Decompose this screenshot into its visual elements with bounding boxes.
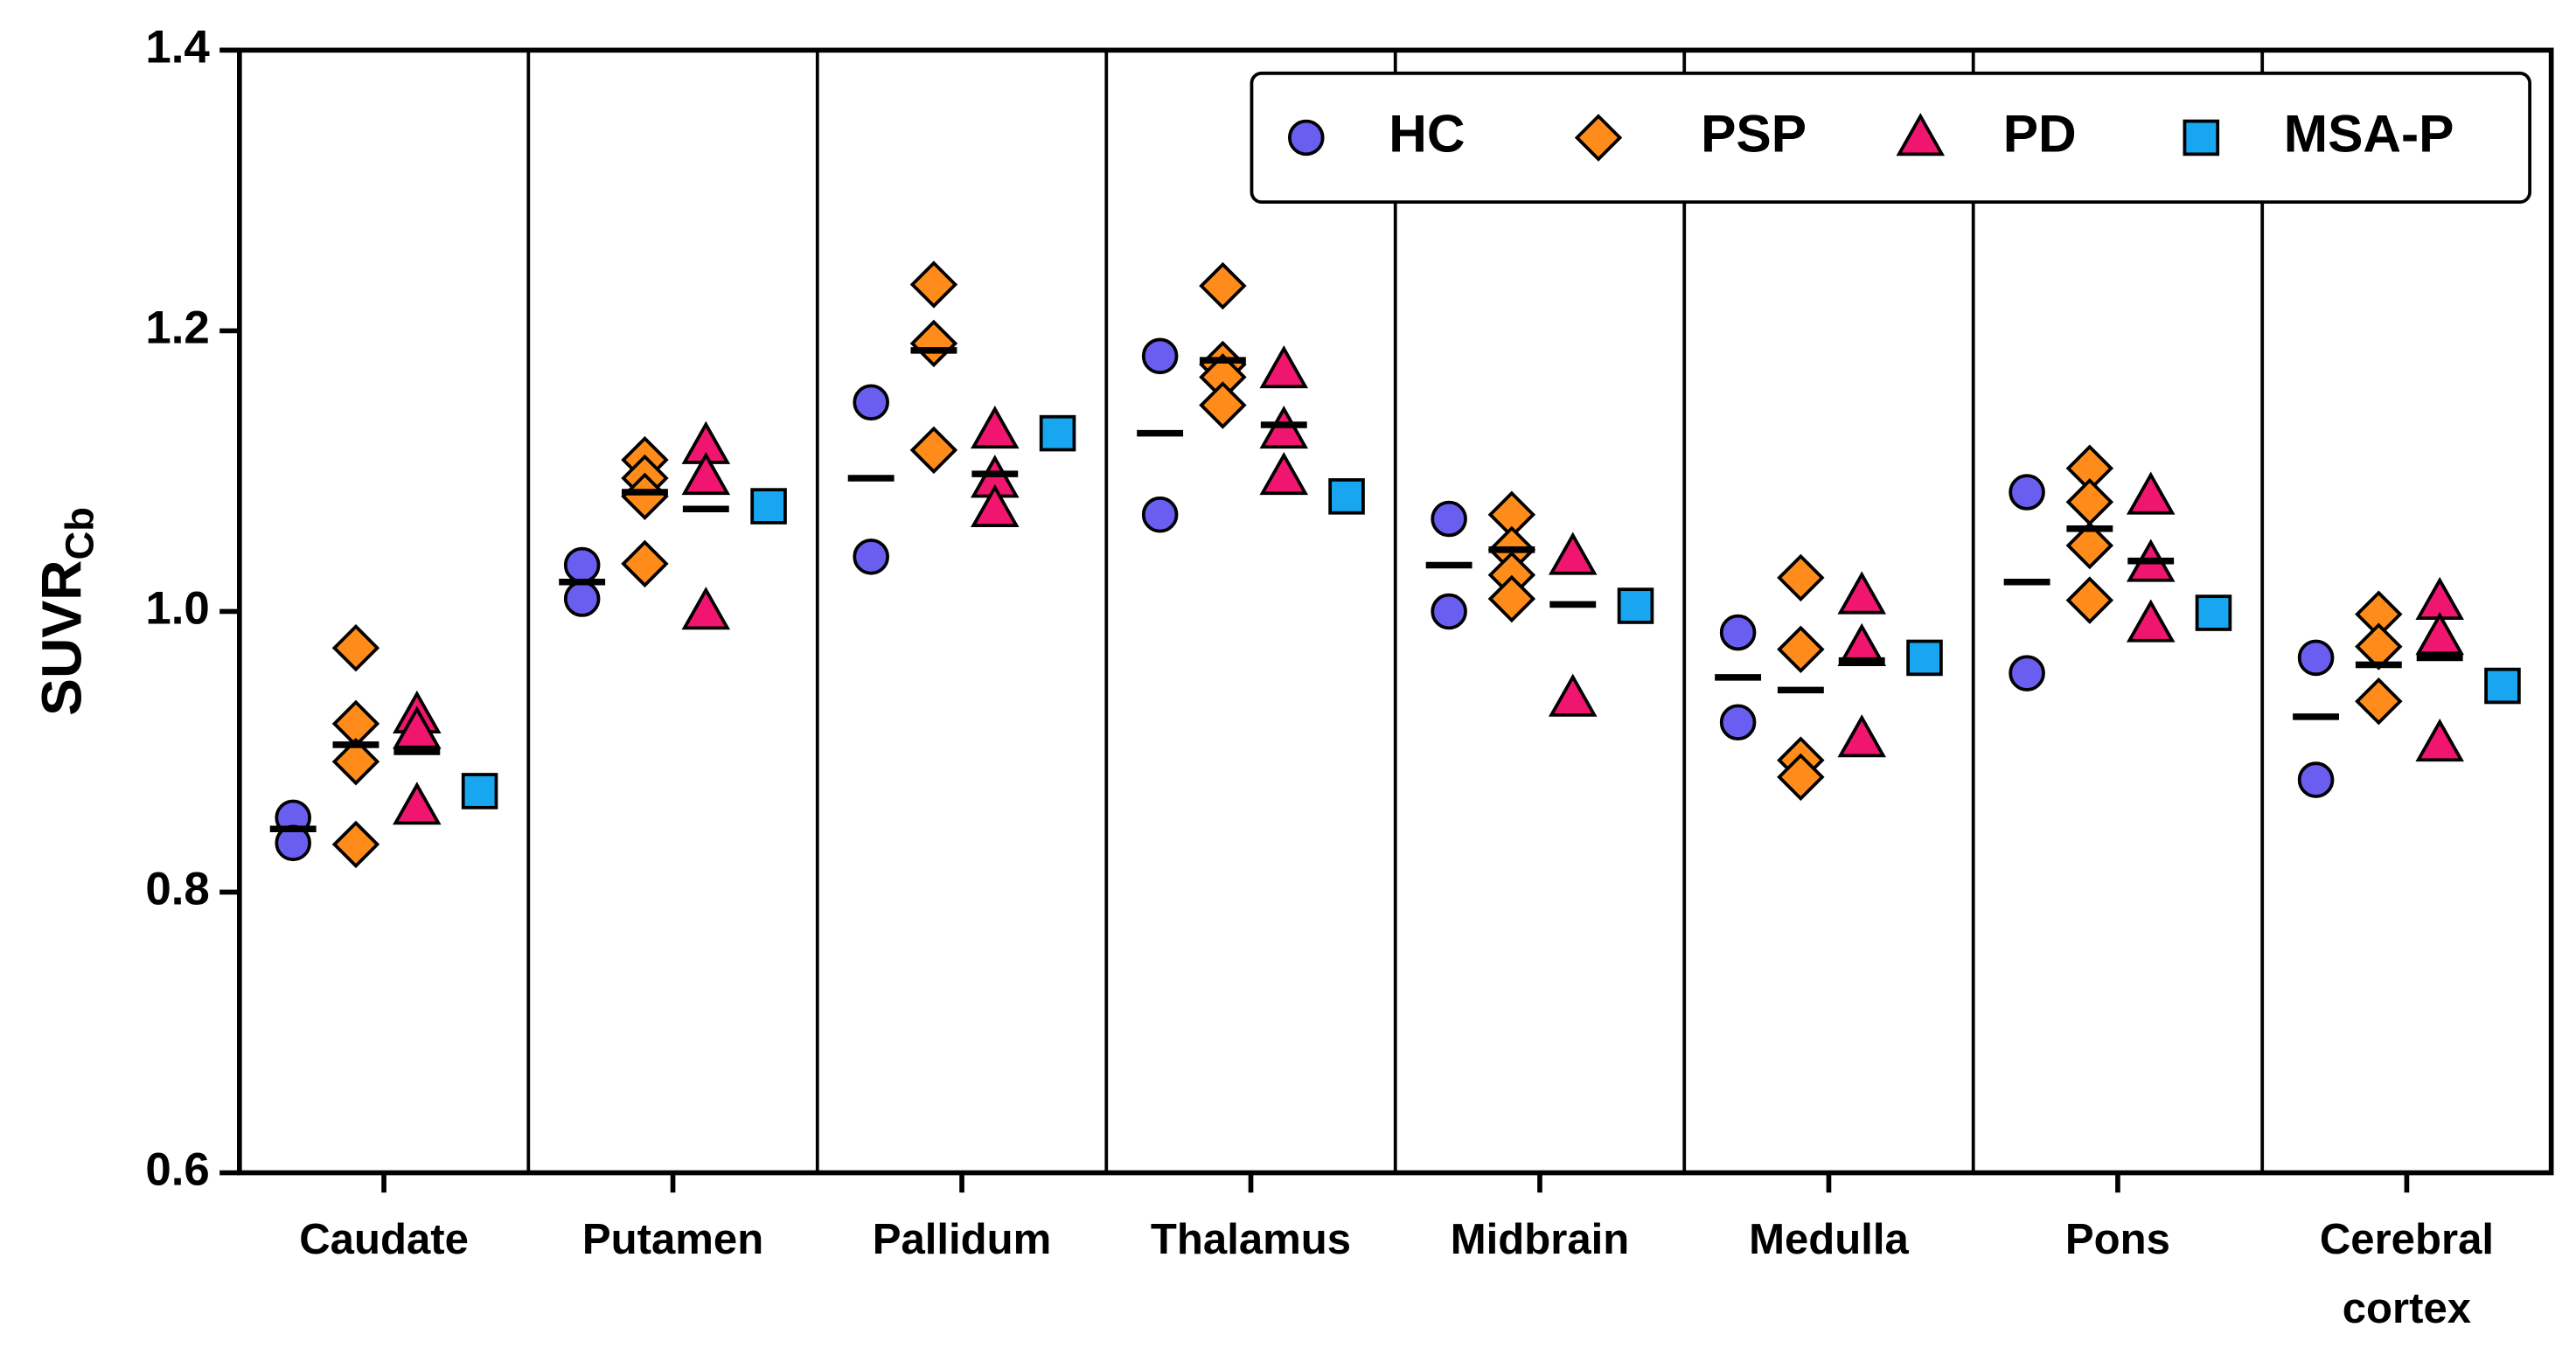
data-point [2355, 677, 2403, 726]
data-point [2126, 471, 2176, 515]
legend-label: HC [1389, 103, 1465, 163]
data-point [853, 384, 889, 421]
y-label-main: SUVR [30, 559, 93, 715]
data-point [2297, 639, 2335, 677]
data-point [1906, 639, 1943, 677]
legend-label: PSP [1701, 103, 1807, 163]
legend-marker [1574, 114, 1623, 162]
legend-marker [1288, 119, 1325, 156]
data-point [2297, 761, 2335, 798]
legend-marker [2183, 119, 2220, 156]
data-point [1617, 587, 1654, 624]
data-point [681, 587, 731, 630]
data-point [621, 539, 669, 588]
data-point [1431, 593, 1467, 630]
data-point [2065, 576, 2114, 624]
data-point [2415, 611, 2464, 656]
data-point [2065, 521, 2114, 570]
data-point [563, 580, 601, 617]
data-point [1837, 622, 1887, 666]
data-point [1777, 553, 1825, 602]
data-point [2065, 478, 2114, 526]
x-tick-label: Cerebral [2320, 1216, 2494, 1263]
data-point [853, 539, 889, 575]
data-point [1039, 414, 1076, 452]
x-tick-label: cortex [2343, 1285, 2471, 1332]
y-tick-label: 1.2 [145, 302, 209, 353]
x-tick-label: Putamen [582, 1216, 763, 1263]
data-point [1259, 344, 1309, 389]
data-point [2009, 474, 2045, 511]
data-point [393, 782, 442, 825]
data-point [1777, 625, 1825, 674]
data-point [1777, 753, 1825, 802]
data-point [1259, 451, 1309, 496]
y-tick-label: 0.6 [145, 1144, 209, 1196]
data-point [909, 261, 958, 309]
y-tick-label: 1.0 [145, 582, 209, 634]
y-tick-label: 1.4 [145, 21, 210, 73]
data-point [2415, 718, 2464, 762]
data-point [331, 820, 380, 869]
x-tick-label: Caudate [299, 1216, 469, 1263]
data-point [681, 451, 731, 496]
x-tick-label: Pons [2065, 1216, 2170, 1263]
data-point [1548, 673, 1598, 717]
y-tick-label: 0.8 [145, 863, 209, 914]
data-point [2126, 599, 2176, 643]
x-tick-label: Pallidum [873, 1216, 1052, 1263]
data-point [1199, 381, 1247, 429]
data-point [750, 488, 787, 525]
data-point [331, 737, 380, 786]
x-tick-label: Midbrain [1451, 1216, 1630, 1263]
data-point [1719, 704, 1757, 741]
data-point [1548, 532, 1598, 575]
legend-marker [1896, 113, 1946, 156]
plot-frame [236, 47, 2554, 1176]
data-point [971, 483, 1020, 528]
data-point [563, 546, 601, 584]
data-point [2484, 667, 2521, 705]
data-point [461, 773, 498, 810]
data-point [1837, 714, 1887, 758]
data-point [1199, 261, 1247, 310]
data-point [1141, 337, 1179, 375]
data-point [1328, 478, 1365, 515]
x-tick-label: Medulla [1749, 1216, 1909, 1263]
legend-label: PD [2003, 103, 2077, 163]
data-point [393, 705, 442, 749]
data-point [909, 319, 958, 368]
data-point [1837, 571, 1887, 615]
legend-label: MSA-P [2284, 103, 2454, 163]
data-point [2195, 594, 2232, 631]
y-label-sub: Cb [57, 507, 101, 559]
x-tick-label: Thalamus [1151, 1216, 1351, 1263]
y-axis-label: SUVRCb [30, 507, 101, 716]
data-point [2009, 655, 2045, 691]
data-point [971, 406, 1020, 449]
data-point [1141, 496, 1179, 533]
legend-box [1250, 71, 2532, 205]
data-point [1431, 500, 1467, 538]
data-point [1719, 614, 1757, 651]
data-point [1487, 574, 1536, 623]
data-point [909, 426, 958, 475]
data-point [331, 623, 380, 672]
